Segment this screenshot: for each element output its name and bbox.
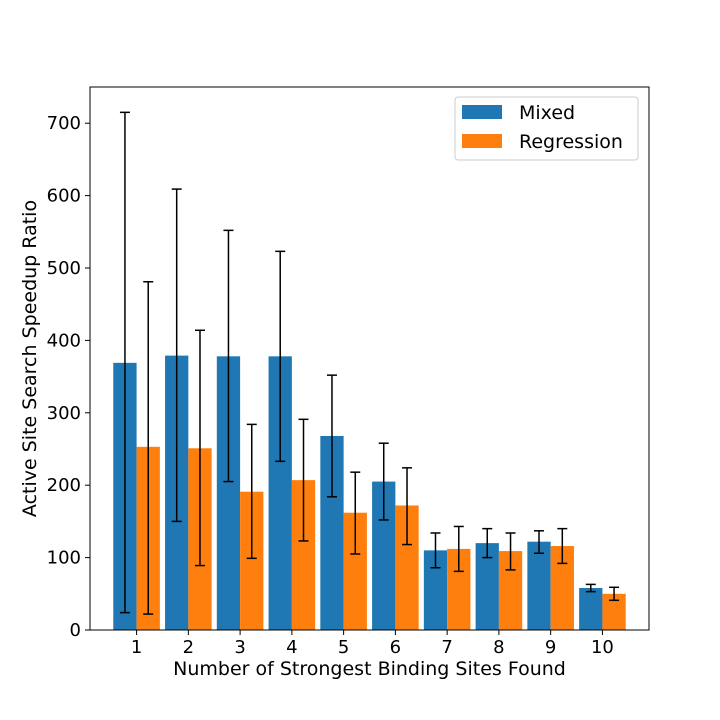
- error-bar-regression-5: [350, 471, 361, 555]
- bar-regression-5: [343, 512, 367, 630]
- error-bar-mixed-6: [378, 442, 389, 521]
- x-axis-label: Number of Strongest Binding Sites Found: [173, 658, 566, 680]
- error-bars: [119, 111, 620, 615]
- x-tick-label-5: 5: [338, 637, 349, 658]
- error-bar-mixed-1: [119, 111, 130, 614]
- y-tick-label-500: 500: [47, 258, 81, 279]
- x-tick-label-6: 6: [390, 637, 401, 658]
- bar-mixed-7: [423, 550, 448, 630]
- error-bar-regression-7: [453, 525, 464, 573]
- bar-regression-4: [291, 480, 316, 630]
- error-bar-mixed-7: [430, 532, 441, 569]
- x-tick-label-1: 1: [131, 637, 142, 658]
- bar-mixed-9: [527, 541, 551, 630]
- error-bar-mixed-8: [482, 527, 493, 559]
- legend-label-mixed: Mixed: [519, 102, 575, 124]
- error-bar-regression-9: [557, 527, 568, 565]
- error-bar-mixed-9: [534, 530, 545, 555]
- x-tick-label-3: 3: [234, 637, 245, 658]
- error-bar-mixed-4: [275, 250, 286, 463]
- x-tick-label-2: 2: [183, 637, 194, 658]
- x-tick-label-8: 8: [493, 637, 504, 658]
- y-tick-label-300: 300: [47, 403, 81, 424]
- error-bar-regression-6: [402, 467, 413, 546]
- bar-mixed-3: [216, 356, 241, 630]
- bar-regression-8: [498, 551, 523, 630]
- y-tick-label-200: 200: [47, 475, 81, 496]
- y-tick-label-600: 600: [47, 186, 81, 207]
- y-axis-label: Active Site Search Speedup Ratio: [19, 200, 41, 517]
- bar-mixed-5: [320, 435, 344, 630]
- y-tick-label-700: 700: [47, 113, 81, 134]
- y-tick-label-0: 0: [70, 620, 81, 641]
- error-bar-mixed-5: [326, 374, 337, 498]
- error-bar-mixed-3: [223, 229, 234, 483]
- bar-mixed-4: [268, 356, 292, 630]
- error-bar-regression-3: [246, 423, 257, 560]
- error-bar-regression-10: [609, 586, 620, 602]
- y-tick-label-400: 400: [47, 330, 81, 351]
- x-tick-label-7: 7: [441, 637, 452, 658]
- plot-frame: [89, 86, 650, 631]
- y-tick-label-100: 100: [47, 548, 81, 569]
- error-bar-mixed-2: [171, 188, 182, 523]
- bar-regression-7: [447, 548, 471, 630]
- x-tick-label-10: 10: [591, 637, 614, 658]
- x-axis: 1 2 3 4 5 6 7 8 9 10: [131, 630, 614, 658]
- bar-mixed-8: [475, 543, 499, 630]
- error-bar-regression-1: [143, 281, 154, 615]
- error-bar-mixed-10: [585, 583, 596, 593]
- bar-regression-10: [602, 593, 626, 630]
- y-axis: 0 100 200 300 400 500 600 700: [47, 113, 90, 641]
- legend-swatch-mixed: [462, 105, 502, 119]
- x-tick-label-4: 4: [286, 637, 297, 658]
- bar-regression-9: [550, 546, 574, 630]
- error-bar-regression-4: [298, 418, 309, 542]
- x-tick-label-9: 9: [545, 637, 556, 658]
- bar-regression-3: [240, 491, 264, 630]
- error-bar-regression-8: [505, 532, 516, 571]
- legend: Mixed Regression: [454, 96, 639, 161]
- chart-marks: [113, 355, 626, 630]
- bar-mixed-6: [372, 481, 396, 630]
- legend-swatch-regression: [462, 134, 502, 148]
- bar-mixed-10: [579, 588, 603, 630]
- error-bar-regression-2: [194, 329, 205, 567]
- bar-regression-6: [395, 505, 419, 630]
- legend-label-regression: Regression: [519, 131, 623, 153]
